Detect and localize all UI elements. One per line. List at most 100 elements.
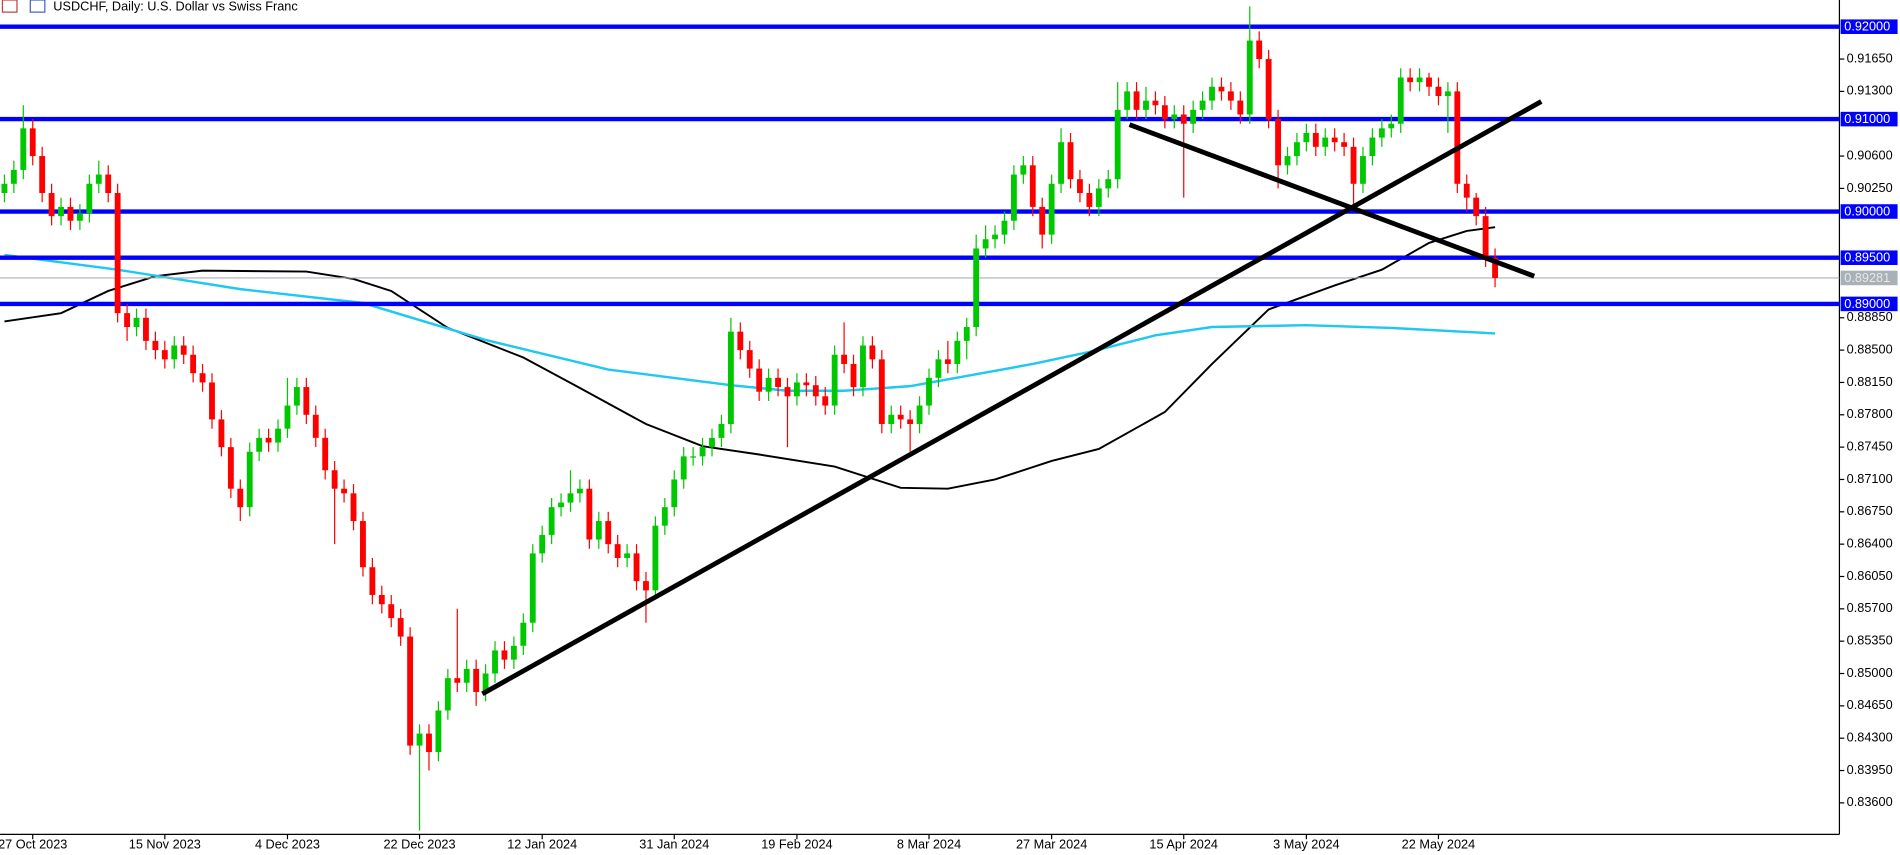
x-tick-label: 19 Feb 2024 <box>761 837 832 852</box>
candle-body <box>95 174 102 184</box>
candle-body <box>1161 105 1168 120</box>
x-tick-label: 27 Oct 2023 <box>0 837 67 852</box>
y-tick-label: 0.88150 <box>1847 374 1893 389</box>
candle-body <box>416 733 423 746</box>
candle-body <box>29 128 36 157</box>
candle-body <box>454 678 461 683</box>
candle-body <box>48 193 55 217</box>
y-tick-label: 0.86400 <box>1847 536 1893 551</box>
candle-body <box>1426 77 1432 87</box>
moving-average <box>4 253 1496 392</box>
candle-body <box>539 534 546 554</box>
candle-body <box>1218 86 1225 92</box>
y-tick-label: 0.91650 <box>1847 50 1893 65</box>
candle-body <box>1029 165 1036 207</box>
candle-body <box>963 327 970 341</box>
candle-body <box>227 447 234 489</box>
candle-body <box>1171 114 1178 120</box>
candle-body <box>954 340 961 364</box>
candle-body <box>105 174 112 194</box>
icon <box>29 0 46 13</box>
level-price-box <box>1840 111 1898 127</box>
chart-title: USDCHF, Daily: U.S. Dollar vs Swiss Fran… <box>53 0 298 14</box>
candle-body <box>643 581 649 591</box>
candle-body <box>265 437 272 443</box>
x-tick-label: 22 Dec 2023 <box>383 837 455 852</box>
candle-body <box>10 169 17 184</box>
candle-body <box>1378 128 1385 138</box>
candle-body <box>746 350 753 369</box>
level-price-box <box>1840 19 1898 34</box>
candle-body <box>1086 193 1093 207</box>
candle-body <box>341 488 347 494</box>
candle-body <box>1180 114 1187 124</box>
candle-body <box>303 387 310 415</box>
candle-body <box>944 359 951 364</box>
candle-body <box>209 382 215 420</box>
candle-body <box>482 673 489 692</box>
candle-body <box>860 345 866 388</box>
candle-body <box>1360 156 1366 184</box>
candle-body <box>897 414 904 420</box>
candle-body <box>1454 91 1461 184</box>
level-price-box <box>1840 296 1898 312</box>
y-tick-label: 0.87800 <box>1847 406 1893 421</box>
candle-body <box>850 363 857 388</box>
candle-body <box>614 544 621 559</box>
candle-body <box>624 553 631 559</box>
candle-body <box>803 382 810 386</box>
x-tick-label: 3 May 2024 <box>1273 837 1339 852</box>
candle-body <box>114 193 121 314</box>
y-tick-label: 0.86750 <box>1847 503 1893 518</box>
candle-body <box>369 567 376 595</box>
candle-body <box>124 313 131 328</box>
level-price-label: 0.90000 <box>1844 203 1890 218</box>
candle-body <box>690 456 697 458</box>
y-tick-label: 0.85350 <box>1847 633 1893 648</box>
candle-body <box>1227 91 1234 101</box>
candle-body <box>765 377 772 392</box>
candle-body <box>718 424 725 438</box>
level-price-label: 0.89500 <box>1844 250 1890 265</box>
candle-body <box>1275 119 1281 166</box>
level-price-label: 0.89000 <box>1844 296 1890 311</box>
candle-body <box>1095 188 1102 207</box>
y-tick-label: 0.91300 <box>1847 83 1893 98</box>
candle-body <box>1105 179 1112 189</box>
candle-body <box>501 650 508 660</box>
candle-body <box>39 156 46 194</box>
candle-body <box>492 650 498 674</box>
candle-body <box>605 521 612 545</box>
candle-body <box>1199 100 1206 110</box>
y-tick-label: 0.84650 <box>1847 697 1893 712</box>
candle-body <box>633 553 640 582</box>
candle-body <box>143 317 149 341</box>
candle-body <box>152 340 159 351</box>
candle-body <box>350 493 357 522</box>
candle-body <box>397 618 404 637</box>
candle-body <box>992 234 998 240</box>
x-tick-label: 15 Nov 2023 <box>129 837 201 852</box>
level-price-box <box>1840 204 1898 219</box>
candle-body <box>529 553 536 623</box>
candle-body <box>293 387 300 406</box>
plot-area <box>0 6 1840 831</box>
candle-body <box>1322 137 1329 147</box>
x-tick-label: 31 Jan 2024 <box>639 837 709 852</box>
candle-body <box>1312 132 1319 147</box>
x-tick-label: 22 May 2024 <box>1402 837 1476 852</box>
level-price-label: 0.91000 <box>1844 111 1890 126</box>
candle-body <box>1444 91 1451 97</box>
candle-body <box>595 521 602 540</box>
candle-body <box>1473 197 1480 217</box>
candle-body <box>1435 86 1442 97</box>
candle-body <box>784 387 791 397</box>
candle-body <box>548 507 555 535</box>
candle-body <box>1143 100 1149 110</box>
y-tick-label: 0.85700 <box>1847 600 1893 615</box>
candle-body <box>1010 174 1017 221</box>
x-tick-label: 8 Mar 2024 <box>897 837 961 852</box>
candle-body <box>1190 109 1197 124</box>
candle-body <box>473 668 480 692</box>
